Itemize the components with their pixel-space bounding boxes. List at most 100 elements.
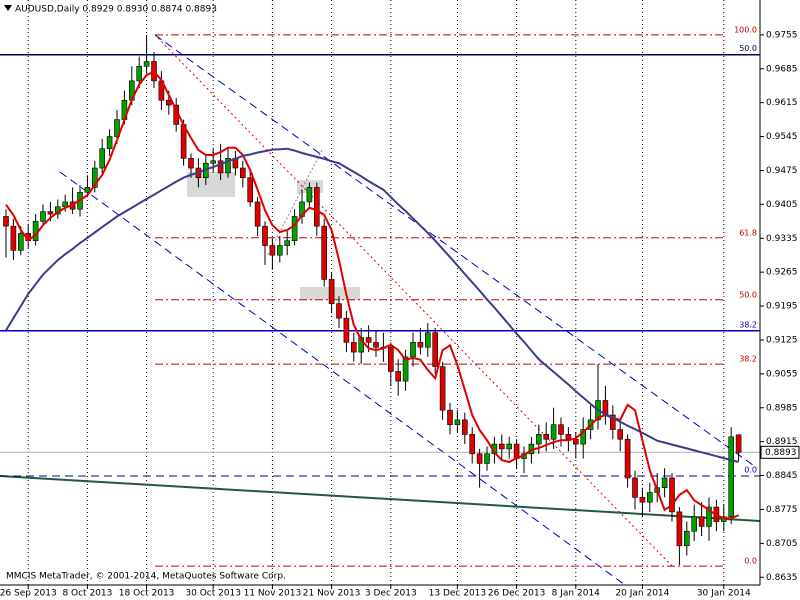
candle-body bbox=[624, 438, 631, 479]
candle-body bbox=[646, 492, 653, 503]
candle-body bbox=[358, 337, 365, 353]
fib-label: 50.0 bbox=[739, 44, 757, 53]
candle-body bbox=[365, 337, 372, 343]
candle-body bbox=[402, 356, 409, 382]
candle-body bbox=[313, 187, 320, 227]
candle-body bbox=[669, 477, 675, 513]
y-tick-label: 0.9475 bbox=[766, 166, 798, 176]
fib-label: 38.2 bbox=[739, 320, 757, 329]
symbol-icon bbox=[4, 5, 12, 11]
candle-body bbox=[343, 317, 350, 343]
candle-body bbox=[609, 414, 616, 430]
candle-body bbox=[698, 516, 705, 527]
x-tick-label: 13 Dec 2013 bbox=[429, 589, 487, 599]
y-tick-label: 0.9615 bbox=[766, 98, 798, 108]
candle-body bbox=[706, 506, 712, 527]
levels: 100.0 61.8 50.0 38.2 0.0 50.0 38.2 0.0 bbox=[0, 25, 760, 567]
fib-label: 61.8 bbox=[739, 228, 757, 237]
candle-body bbox=[114, 119, 120, 137]
candle-body bbox=[136, 66, 142, 82]
candle-body bbox=[284, 240, 291, 246]
fib-label: 0.0 bbox=[744, 466, 757, 475]
candle-body bbox=[543, 434, 550, 440]
y-tick-label: 0.8705 bbox=[766, 539, 798, 549]
y-tick-label: 0.9055 bbox=[766, 369, 798, 379]
y-tick-label: 0.9545 bbox=[766, 132, 798, 142]
candle-body bbox=[143, 61, 150, 67]
candle-body bbox=[350, 342, 357, 353]
y-tick-label: 0.9405 bbox=[766, 200, 798, 210]
highlight-box bbox=[187, 172, 235, 197]
chart-title: AUDUSD,Daily 0.8929 0.8930 0.8874 0.8893 bbox=[15, 5, 217, 15]
copyright: MMCIS MetaTrader, © 2001-2014, MetaQuote… bbox=[6, 572, 286, 582]
candle-body bbox=[454, 419, 461, 426]
candle-body bbox=[617, 429, 624, 440]
current-price-box bbox=[760, 445, 800, 459]
candle-body bbox=[639, 497, 646, 503]
current-price-label: 0.8893 bbox=[765, 448, 797, 458]
candle-body bbox=[395, 371, 402, 382]
candle-body bbox=[306, 187, 313, 203]
candle-body bbox=[484, 453, 490, 464]
moving-averages bbox=[5, 70, 739, 520]
candle-body bbox=[432, 332, 439, 367]
candle-body bbox=[217, 160, 224, 174]
candle-body bbox=[210, 160, 216, 164]
candle-body bbox=[439, 366, 446, 411]
y-tick-label: 0.9685 bbox=[766, 64, 798, 74]
candle-body bbox=[188, 158, 194, 169]
candle-body bbox=[424, 332, 431, 348]
x-tick-label: 8 Oct 2013 bbox=[62, 589, 112, 599]
y-tick-label: 0.8985 bbox=[766, 403, 798, 413]
candle-body bbox=[417, 342, 424, 348]
candle-body bbox=[691, 516, 698, 532]
x-tick-label: 3 Dec 2013 bbox=[365, 589, 417, 599]
candle-body bbox=[535, 434, 542, 445]
candle-body bbox=[550, 424, 557, 440]
candle-body bbox=[166, 99, 172, 106]
candle-body bbox=[661, 477, 668, 488]
candle-body bbox=[328, 279, 335, 304]
candle-body bbox=[40, 211, 46, 222]
y-tick-label: 0.9195 bbox=[766, 302, 798, 312]
fib-label: 38.2 bbox=[739, 355, 757, 364]
candle-body bbox=[683, 530, 690, 547]
candle-body bbox=[3, 216, 9, 227]
candles bbox=[3, 34, 742, 566]
candle-body bbox=[565, 434, 572, 440]
candle-body bbox=[476, 453, 483, 464]
fib-label: 50.0 bbox=[739, 290, 757, 299]
y-tick-label: 0.8775 bbox=[766, 505, 798, 515]
x-tick-label: 18 Oct 2013 bbox=[119, 589, 175, 599]
x-tick-label: 11 Nov 2013 bbox=[244, 589, 302, 599]
candle-body bbox=[225, 158, 231, 174]
candle-body bbox=[572, 438, 579, 445]
candle-body bbox=[17, 233, 24, 251]
x-tick-label: 21 Nov 2013 bbox=[303, 589, 361, 599]
x-tick-label: 26 Dec 2013 bbox=[488, 589, 546, 599]
candle-body bbox=[410, 342, 416, 358]
candle-body bbox=[276, 245, 283, 256]
candle-body bbox=[47, 211, 54, 215]
candle-body bbox=[291, 216, 298, 241]
candle-body bbox=[728, 436, 735, 518]
candle-body bbox=[506, 443, 513, 450]
candle-body bbox=[735, 434, 742, 453]
fib-label: 0.0 bbox=[744, 557, 757, 566]
candle-body bbox=[321, 225, 328, 280]
candle-body bbox=[92, 167, 98, 188]
channel-line bbox=[154, 34, 758, 469]
candle-body bbox=[676, 511, 683, 547]
candle-body bbox=[247, 177, 253, 203]
ma-line bbox=[5, 147, 739, 463]
axis-labels: 0.9755 0.9685 0.9615 0.9545 0.9475 0.9405 0.93… bbox=[0, 30, 800, 599]
candle-body bbox=[269, 245, 276, 256]
candle-body bbox=[10, 225, 17, 251]
y-tick-label: 0.8845 bbox=[766, 471, 798, 481]
candle-body bbox=[447, 409, 453, 426]
candle-body bbox=[558, 424, 564, 435]
candle-body bbox=[461, 419, 468, 435]
candle-body bbox=[84, 187, 91, 193]
candle-body bbox=[469, 434, 476, 455]
